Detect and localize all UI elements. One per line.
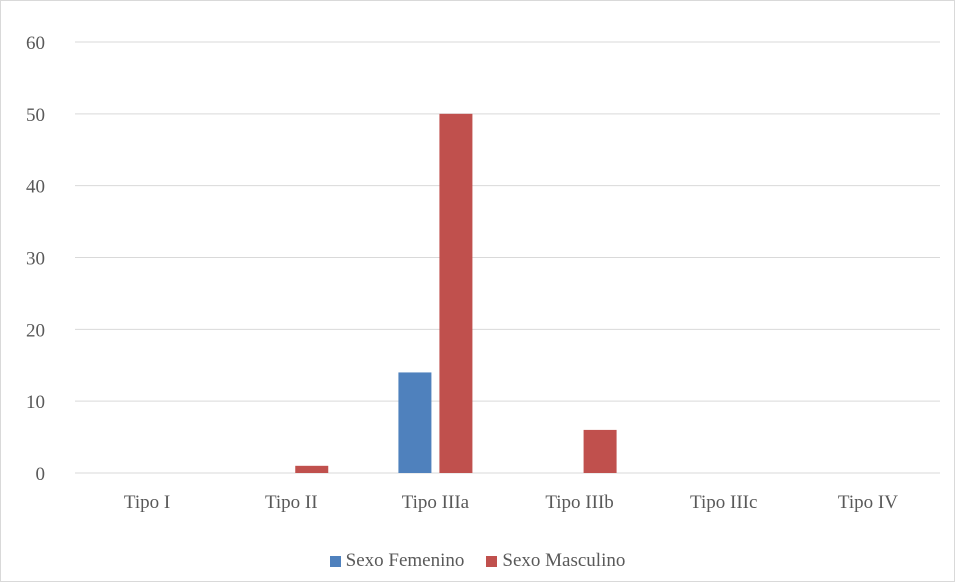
- bar-1-3: [583, 429, 617, 473]
- x-tick-label-3: Tipo IIIb: [545, 492, 613, 513]
- y-tick-label-5: 50: [26, 105, 45, 126]
- bar-0-2: [398, 372, 432, 473]
- y-tick-label-4: 40: [26, 177, 45, 198]
- x-axis-ticks: Tipo I Tipo II Tipo IIIa Tipo IIIb Tipo IIIc…: [124, 492, 898, 513]
- legend-swatch-series-0: [329, 555, 341, 567]
- bar-1-1: [295, 465, 329, 473]
- y-tick-label-2: 20: [26, 320, 45, 341]
- y-tick-label-0: 0: [36, 464, 46, 485]
- bars: [295, 113, 617, 473]
- legend-item-series-1: Sexo Masculino: [486, 550, 625, 572]
- x-tick-label-2: Tipo IIIa: [402, 492, 470, 513]
- bar-1-2: [439, 113, 473, 473]
- x-tick-label-4: Tipo IIIc: [690, 492, 757, 513]
- y-tick-label-6: 60: [26, 33, 45, 54]
- y-tick-label-3: 30: [26, 249, 45, 270]
- legend-label-series-1: Sexo Masculino: [502, 550, 626, 571]
- legend-item-series-0: Sexo Femenino: [329, 550, 465, 572]
- legend-swatch-series-1: [486, 555, 498, 567]
- legend: Sexo Femenino Sexo Masculino: [0, 550, 955, 572]
- gridlines: [75, 41, 940, 474]
- x-tick-label-5: Tipo IV: [838, 492, 898, 513]
- y-tick-label-1: 10: [26, 392, 45, 413]
- x-tick-label-1: Tipo II: [265, 492, 318, 513]
- x-tick-label-0: Tipo I: [124, 492, 170, 513]
- legend-label-series-0: Sexo Femenino: [345, 550, 465, 571]
- y-axis-ticks: 0 10 20 30 40 50 60: [26, 33, 45, 485]
